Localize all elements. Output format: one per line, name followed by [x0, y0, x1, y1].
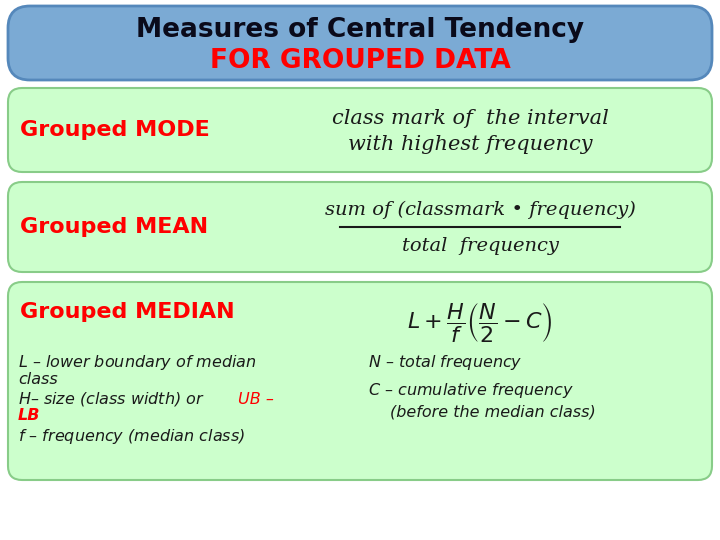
Text: sum of (classmark • frequency): sum of (classmark • frequency) [325, 201, 636, 219]
Text: FOR GROUPED DATA: FOR GROUPED DATA [210, 48, 510, 74]
Text: LB: LB [18, 408, 40, 423]
Text: Grouped MEDIAN: Grouped MEDIAN [20, 302, 235, 322]
Text: total  frequency: total frequency [402, 237, 559, 255]
Text: $\it{C}$ – cumulative frequency: $\it{C}$ – cumulative frequency [368, 381, 574, 400]
Text: $\it{H}$– size (class width) or: $\it{H}$– size (class width) or [18, 390, 205, 408]
FancyBboxPatch shape [8, 182, 712, 272]
Text: $\it{f}$ – frequency (median class): $\it{f}$ – frequency (median class) [18, 427, 245, 446]
FancyBboxPatch shape [8, 282, 712, 480]
Text: $\it{L}$ – lower boundary of median: $\it{L}$ – lower boundary of median [18, 353, 256, 372]
Text: class: class [18, 372, 58, 387]
Text: UB –: UB – [238, 392, 274, 407]
Text: (before the median class): (before the median class) [390, 404, 595, 420]
Text: Grouped MODE: Grouped MODE [20, 120, 210, 140]
Text: $\it{N}$ – total frequency: $\it{N}$ – total frequency [368, 353, 523, 372]
Text: class mark of  the interval: class mark of the interval [332, 109, 608, 127]
Text: $\mathit{L}+\dfrac{\mathit{H}}{\mathit{f}}\left(\dfrac{\mathit{N}}{2}-\mathit{C}: $\mathit{L}+\dfrac{\mathit{H}}{\mathit{f… [408, 300, 553, 343]
Text: with highest frequency: with highest frequency [348, 134, 593, 153]
FancyBboxPatch shape [8, 6, 712, 80]
FancyBboxPatch shape [8, 88, 712, 172]
Text: Measures of Central Tendency: Measures of Central Tendency [136, 17, 584, 43]
Text: Grouped MEAN: Grouped MEAN [20, 217, 208, 237]
